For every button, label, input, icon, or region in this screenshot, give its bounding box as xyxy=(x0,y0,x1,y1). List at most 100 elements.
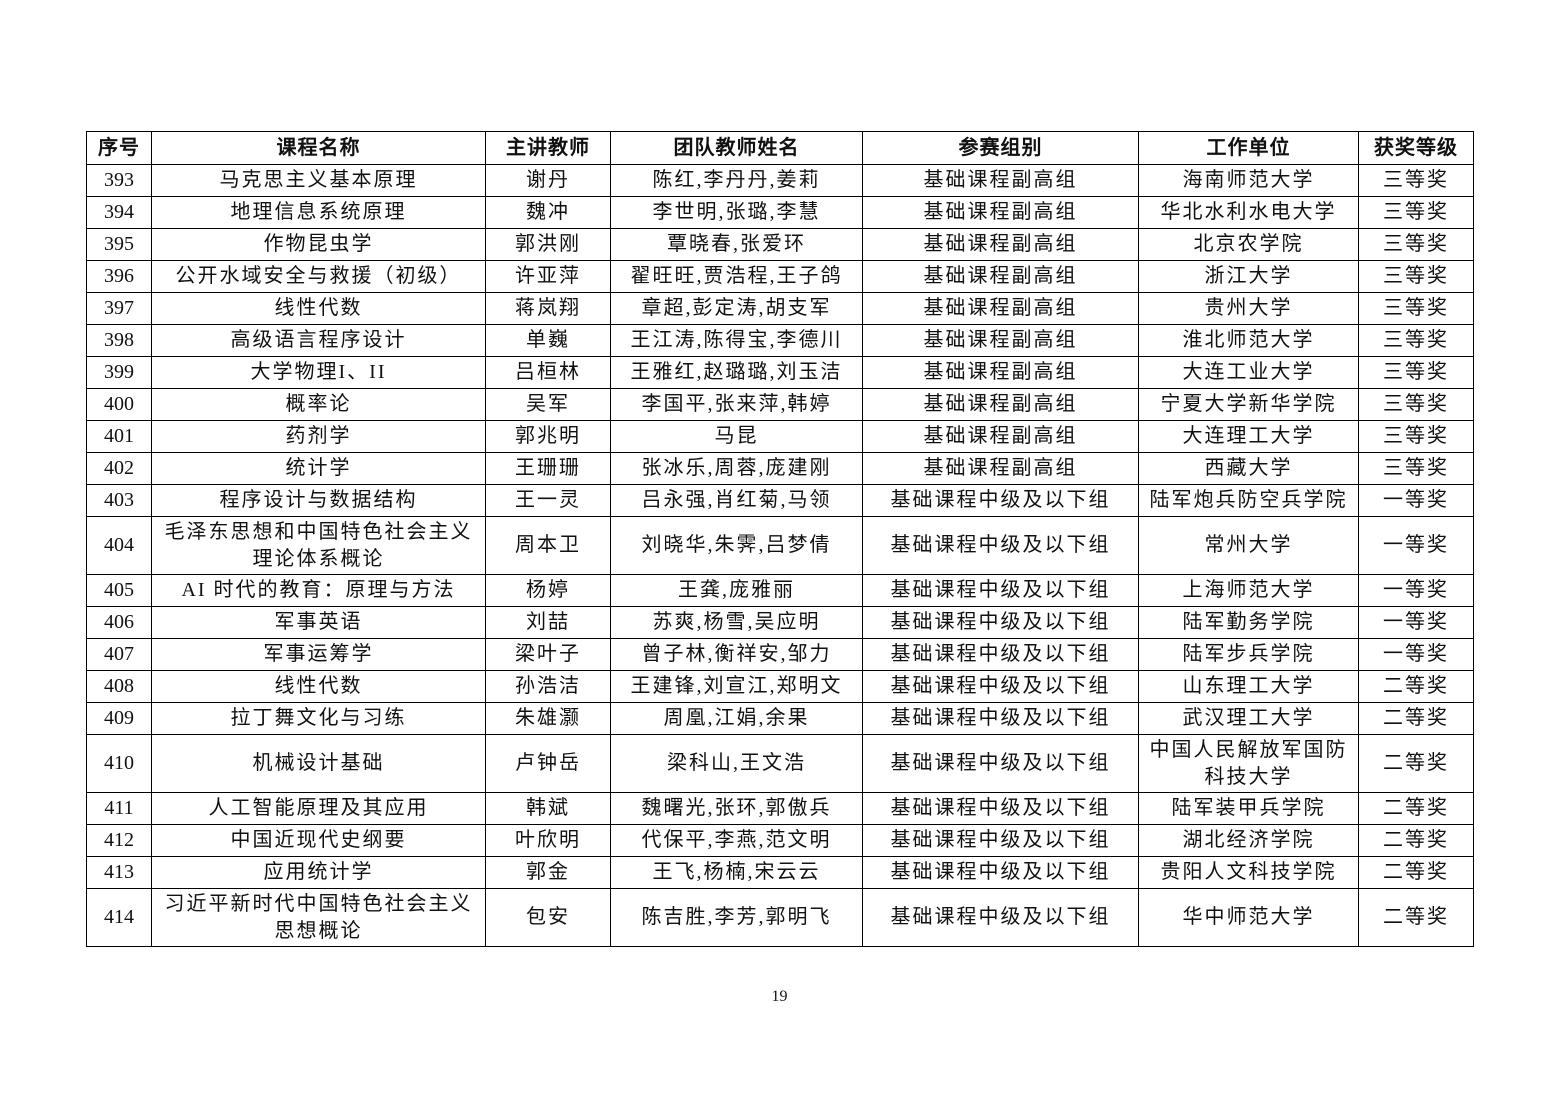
table-row: 408 线性代数 孙浩洁 王建锋,刘宣江,郑明文 基础课程中级及以下组 山东理工大学 二等奖 xyxy=(86,670,1474,703)
cell-lead-teacher: 孙浩洁 xyxy=(485,670,611,703)
cell-course: AI 时代的教育：原理与方法 xyxy=(151,574,486,607)
cell-group: 基础课程副高组 xyxy=(862,388,1139,421)
cell-lead-teacher: 郭兆明 xyxy=(485,420,611,453)
cell-award: 二等奖 xyxy=(1358,888,1474,947)
table-row: 395 作物昆虫学 郭洪刚 覃晓春,张爱环 基础课程副高组 北京农学院 三等奖 xyxy=(86,228,1474,261)
cell-index: 407 xyxy=(86,638,152,671)
cell-unit: 海南师范大学 xyxy=(1138,164,1359,197)
cell-unit: 陆军步兵学院 xyxy=(1138,638,1359,671)
cell-unit: 陆军炮兵防空兵学院 xyxy=(1138,484,1359,517)
cell-group: 基础课程中级及以下组 xyxy=(862,574,1139,607)
cell-index: 394 xyxy=(86,196,152,229)
cell-group: 基础课程中级及以下组 xyxy=(862,734,1139,793)
cell-index: 412 xyxy=(86,824,152,857)
cell-course: 大学物理I、II xyxy=(151,356,486,389)
cell-index: 395 xyxy=(86,228,152,261)
cell-team: 翟旺旺,贾浩程,王子鸽 xyxy=(610,260,863,293)
cell-course: 拉丁舞文化与习练 xyxy=(151,702,486,735)
cell-lead-teacher: 吴军 xyxy=(485,388,611,421)
cell-award: 三等奖 xyxy=(1358,196,1474,229)
table-row: 407 军事运筹学 梁叶子 曾子林,衡祥安,邹力 基础课程中级及以下组 陆军步兵学院 一等奖 xyxy=(86,638,1474,671)
header-index: 序号 xyxy=(86,131,152,165)
cell-team: 王雅红,赵璐璐,刘玉洁 xyxy=(610,356,863,389)
cell-team: 章超,彭定涛,胡支军 xyxy=(610,292,863,325)
cell-group: 基础课程副高组 xyxy=(862,196,1139,229)
cell-team: 王龚,庞雅丽 xyxy=(610,574,863,607)
cell-unit: 贵阳人文科技学院 xyxy=(1138,856,1359,889)
cell-unit: 湖北经济学院 xyxy=(1138,824,1359,857)
table-row: 411 人工智能原理及其应用 韩斌 魏曙光,张环,郭傲兵 基础课程中级及以下组 陆军装甲兵… xyxy=(86,792,1474,825)
cell-award: 一等奖 xyxy=(1358,638,1474,671)
cell-unit: 陆军装甲兵学院 xyxy=(1138,792,1359,825)
table-row: 414 习近平新时代中国特色社会主义 思想概论 包安 陈吉胜,李芳,郭明飞 基础课程中级… xyxy=(86,888,1474,947)
cell-team: 周凰,江娟,余果 xyxy=(610,702,863,735)
table-row: 401 药剂学 郭兆明 马昆 基础课程副高组 大连理工大学 三等奖 xyxy=(86,420,1474,453)
cell-course: 程序设计与数据结构 xyxy=(151,484,486,517)
cell-unit: 常州大学 xyxy=(1138,516,1359,575)
cell-unit: 浙江大学 xyxy=(1138,260,1359,293)
cell-lead-teacher: 包安 xyxy=(485,888,611,947)
cell-team: 陈吉胜,李芳,郭明飞 xyxy=(610,888,863,947)
cell-lead-teacher: 郭洪刚 xyxy=(485,228,611,261)
cell-index: 402 xyxy=(86,452,152,485)
cell-index: 411 xyxy=(86,792,152,825)
cell-lead-teacher: 吕桓林 xyxy=(485,356,611,389)
cell-award: 一等奖 xyxy=(1358,484,1474,517)
cell-group: 基础课程副高组 xyxy=(862,324,1139,357)
cell-award: 二等奖 xyxy=(1358,792,1474,825)
cell-course: 线性代数 xyxy=(151,670,486,703)
cell-award: 三等奖 xyxy=(1358,228,1474,261)
table-row: 412 中国近现代史纲要 叶欣明 代保平,李燕,范文明 基础课程中级及以下组 湖北经济学院… xyxy=(86,824,1474,857)
cell-course: 高级语言程序设计 xyxy=(151,324,486,357)
cell-lead-teacher: 蒋岚翔 xyxy=(485,292,611,325)
cell-unit: 大连理工大学 xyxy=(1138,420,1359,453)
cell-group: 基础课程副高组 xyxy=(862,292,1139,325)
cell-index: 403 xyxy=(86,484,152,517)
cell-unit: 武汉理工大学 xyxy=(1138,702,1359,735)
cell-award: 二等奖 xyxy=(1358,670,1474,703)
cell-index: 399 xyxy=(86,356,152,389)
cell-lead-teacher: 梁叶子 xyxy=(485,638,611,671)
cell-team: 苏爽,杨雪,吴应明 xyxy=(610,606,863,639)
cell-course: 毛泽东思想和中国特色社会主义 理论体系概论 xyxy=(151,516,486,575)
cell-course: 应用统计学 xyxy=(151,856,486,889)
table-row: 403 程序设计与数据结构 王一灵 吕永强,肖红菊,马领 基础课程中级及以下组 陆军炮兵防… xyxy=(86,484,1474,517)
cell-index: 404 xyxy=(86,516,152,575)
table-row: 399 大学物理I、II 吕桓林 王雅红,赵璐璐,刘玉洁 基础课程副高组 大连工业大学 三等… xyxy=(86,356,1474,389)
cell-lead-teacher: 刘喆 xyxy=(485,606,611,639)
cell-group: 基础课程中级及以下组 xyxy=(862,792,1139,825)
cell-unit: 北京农学院 xyxy=(1138,228,1359,261)
table-row: 409 拉丁舞文化与习练 朱雄灏 周凰,江娟,余果 基础课程中级及以下组 武汉理工大学 二等… xyxy=(86,702,1474,735)
table-row: 396 公开水域安全与救援（初级） 许亚萍 翟旺旺,贾浩程,王子鸽 基础课程副高组 浙江大… xyxy=(86,260,1474,293)
cell-award: 三等奖 xyxy=(1358,388,1474,421)
table-row: 402 统计学 王珊珊 张冰乐,周蓉,庞建刚 基础课程副高组 西藏大学 三等奖 xyxy=(86,452,1474,485)
cell-team: 李世明,张璐,李慧 xyxy=(610,196,863,229)
cell-award: 三等奖 xyxy=(1358,260,1474,293)
cell-group: 基础课程副高组 xyxy=(862,356,1139,389)
cell-team: 梁科山,王文浩 xyxy=(610,734,863,793)
header-group: 参赛组别 xyxy=(862,131,1139,165)
cell-index: 400 xyxy=(86,388,152,421)
cell-course: 线性代数 xyxy=(151,292,486,325)
cell-index: 397 xyxy=(86,292,152,325)
cell-unit: 山东理工大学 xyxy=(1138,670,1359,703)
cell-course: 军事英语 xyxy=(151,606,486,639)
cell-group: 基础课程中级及以下组 xyxy=(862,484,1139,517)
cell-team: 刘晓华,朱霁,吕梦倩 xyxy=(610,516,863,575)
header-course: 课程名称 xyxy=(151,131,486,165)
cell-index: 410 xyxy=(86,734,152,793)
cell-unit: 陆军勤务学院 xyxy=(1138,606,1359,639)
header-row: 序号 课程名称 主讲教师 团队教师姓名 参赛组别 工作单位 获奖等级 xyxy=(86,131,1474,165)
table-row: 393 马克思主义基本原理 谢丹 陈红,李丹丹,姜莉 基础课程副高组 海南师范大学 三等奖 xyxy=(86,164,1474,197)
header-unit: 工作单位 xyxy=(1138,131,1359,165)
cell-award: 三等奖 xyxy=(1358,292,1474,325)
awards-table: 序号 课程名称 主讲教师 团队教师姓名 参赛组别 工作单位 获奖等级 393 马克… xyxy=(86,131,1474,947)
cell-award: 二等奖 xyxy=(1358,702,1474,735)
cell-group: 基础课程副高组 xyxy=(862,452,1139,485)
cell-award: 一等奖 xyxy=(1358,606,1474,639)
cell-award: 二等奖 xyxy=(1358,824,1474,857)
cell-group: 基础课程中级及以下组 xyxy=(862,824,1139,857)
cell-group: 基础课程副高组 xyxy=(862,420,1139,453)
table-row: 410 机械设计基础 卢钟岳 梁科山,王文浩 基础课程中级及以下组 中国人民解放军国防 科… xyxy=(86,734,1474,793)
cell-course: 公开水域安全与救援（初级） xyxy=(151,260,486,293)
